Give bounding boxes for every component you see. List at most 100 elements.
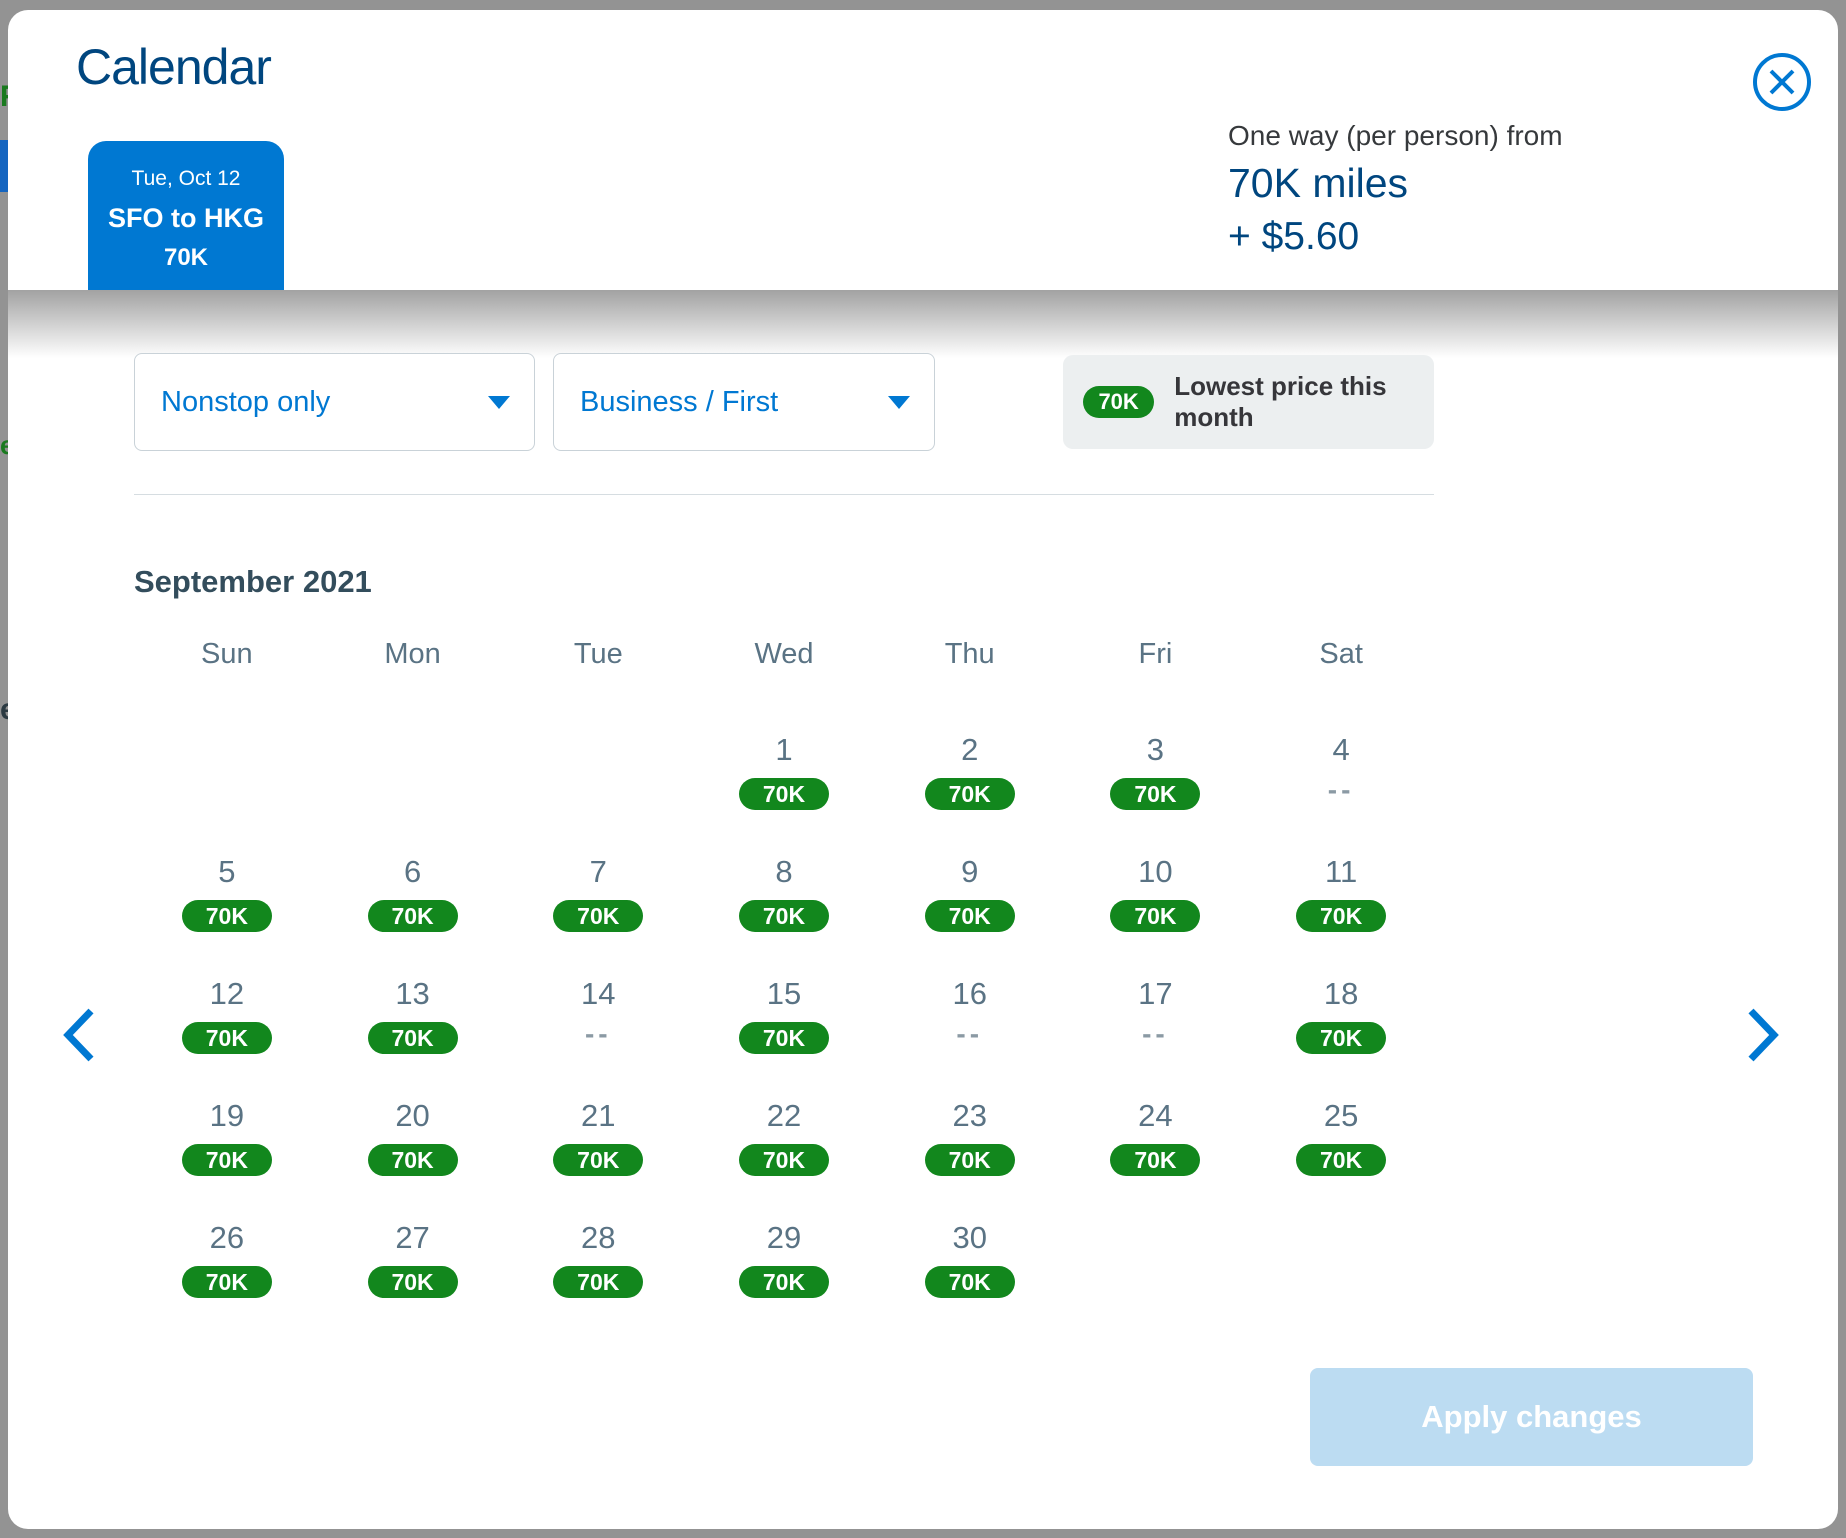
backdrop-text-fragment: e — [0, 693, 10, 726]
calendar-day-cell[interactable]: 12 70K — [134, 972, 320, 1094]
calendar-day-cell[interactable]: 10 70K — [1063, 850, 1249, 972]
next-month-button[interactable] — [1740, 1006, 1784, 1064]
price-badge: 70K — [738, 778, 829, 810]
calendar-day-cell: 14 -- — [505, 972, 691, 1094]
empty-day-cell — [1063, 1216, 1249, 1338]
calendar-day-cell[interactable]: 1 70K — [691, 728, 877, 850]
calendar-grid: 1 70K 2 70K 3 70K 4 -- 5 70K 6 70K 7 70K 8 70K 9 70K 10 70K… — [134, 728, 1434, 1338]
price-badge: 70K — [553, 900, 644, 932]
price-badge: 70K — [924, 1144, 1015, 1176]
price-badge: 70K — [1110, 900, 1201, 932]
calendar-day-cell[interactable]: 6 70K — [320, 850, 506, 972]
calendar-day-cell[interactable]: 22 70K — [691, 1094, 877, 1216]
calendar-day-cell[interactable]: 25 70K — [1248, 1094, 1434, 1216]
day-number: 28 — [581, 1220, 616, 1255]
backdrop-text-fragment: e — [0, 430, 10, 460]
calendar-day-cell[interactable]: 15 70K — [691, 972, 877, 1094]
day-number: 6 — [403, 854, 422, 889]
calendar-day-cell[interactable]: 5 70K — [134, 850, 320, 972]
calendar-day-cell[interactable]: 30 70K — [877, 1216, 1063, 1338]
empty-day-cell — [505, 728, 691, 850]
flight-date: Tue, Oct 12 — [131, 167, 241, 190]
calendar-day-cell[interactable]: 11 70K — [1248, 850, 1434, 972]
price-badge: 70K — [181, 1144, 272, 1176]
cabin-filter-dropdown[interactable]: Business / First — [553, 353, 935, 451]
calendar-day-cell[interactable]: 28 70K — [505, 1216, 691, 1338]
unavailable-marker: -- — [1327, 774, 1355, 805]
stops-filter-dropdown[interactable]: Nonstop only — [134, 353, 535, 451]
price-badge: 70K — [738, 900, 829, 932]
day-number: 5 — [218, 854, 236, 889]
day-number: 18 — [1323, 976, 1359, 1011]
calendar-day-cell[interactable]: 7 70K — [505, 850, 691, 972]
weekday-label: Thu — [944, 638, 995, 670]
price-miles: 70K miles — [1228, 160, 1409, 206]
price-badge: 70K — [924, 1266, 1015, 1298]
day-number: 2 — [961, 732, 979, 767]
day-number: 26 — [209, 1220, 245, 1255]
calendar-day-cell[interactable]: 24 70K — [1063, 1094, 1249, 1216]
price-badge: 70K — [367, 1266, 458, 1298]
page-title: Calendar — [76, 39, 272, 95]
calendar-day-cell: 17 -- — [1063, 972, 1249, 1094]
empty-day-cell — [1248, 1216, 1434, 1338]
backdrop-text-fragment: R — [0, 80, 10, 114]
backdrop-artifact — [0, 140, 9, 192]
flight-route: SFO to HKG — [108, 203, 264, 233]
price-badge: 70K — [738, 1266, 829, 1298]
selected-flight-tab[interactable]: Tue, Oct 12 SFO to HKG 70K — [88, 141, 284, 290]
calendar-day-cell[interactable]: 18 70K — [1248, 972, 1434, 1094]
price-badge: 70K — [181, 1266, 272, 1298]
weekday-label: Tue — [573, 638, 623, 670]
price-badge: 70K — [367, 1144, 458, 1176]
day-number: 25 — [1323, 1098, 1359, 1133]
price-badge: 70K — [924, 900, 1015, 932]
close-button[interactable] — [1750, 50, 1814, 114]
day-number: 17 — [1138, 976, 1173, 1011]
price-badge: 70K — [738, 1022, 829, 1054]
price-summary-label: One way (per person) from — [1228, 120, 1563, 151]
day-number: 8 — [775, 854, 793, 889]
weekday-label: Sun — [201, 638, 253, 670]
divider — [134, 494, 1434, 495]
price-badge: 70K — [1296, 1022, 1387, 1054]
close-icon — [1750, 53, 1814, 117]
day-number: 3 — [1146, 732, 1165, 767]
day-number: 15 — [766, 976, 802, 1011]
calendar-day-cell[interactable]: 29 70K — [691, 1216, 877, 1338]
day-number: 1 — [775, 732, 793, 767]
price-badge: 70K — [367, 900, 458, 932]
calendar-day-cell[interactable]: 20 70K — [320, 1094, 506, 1216]
empty-day-cell — [134, 728, 320, 850]
calendar-day-cell[interactable]: 23 70K — [877, 1094, 1063, 1216]
price-badge: 70K — [1296, 900, 1387, 932]
price-badge: 70K — [924, 778, 1015, 810]
stops-filter-value: Nonstop only — [161, 385, 331, 418]
calendar-day-cell[interactable]: 13 70K — [320, 972, 506, 1094]
day-number: 21 — [581, 1098, 616, 1133]
cabin-filter-value: Business / First — [580, 385, 779, 418]
chevron-down-icon — [488, 395, 510, 409]
price-badge: 70K — [1110, 778, 1201, 810]
day-number: 4 — [1332, 732, 1350, 767]
unavailable-marker: -- — [956, 1018, 984, 1049]
day-number: 12 — [209, 976, 245, 1011]
day-number: 19 — [209, 1098, 245, 1133]
calendar-day-cell[interactable]: 26 70K — [134, 1216, 320, 1338]
calendar-day-cell[interactable]: 3 70K — [1063, 728, 1249, 850]
calendar-day-cell[interactable]: 19 70K — [134, 1094, 320, 1216]
price-badge: 70K — [553, 1144, 644, 1176]
weekday-label: Mon — [384, 638, 441, 670]
previous-month-button[interactable] — [58, 1006, 102, 1064]
day-number: 27 — [395, 1220, 430, 1255]
calendar-day-cell[interactable]: 8 70K — [691, 850, 877, 972]
legend-price-badge: 70K — [1083, 386, 1155, 418]
calendar-day-cell[interactable]: 2 70K — [877, 728, 1063, 850]
calendar-day-cell[interactable]: 9 70K — [877, 850, 1063, 972]
apply-changes-button[interactable]: Apply changes — [1310, 1368, 1753, 1466]
calendar-day-cell[interactable]: 21 70K — [505, 1094, 691, 1216]
calendar-day-cell[interactable]: 27 70K — [320, 1216, 506, 1338]
day-number: 7 — [589, 854, 607, 889]
legend-label: Lowest price this month — [1174, 371, 1387, 432]
day-number: 16 — [952, 976, 987, 1011]
